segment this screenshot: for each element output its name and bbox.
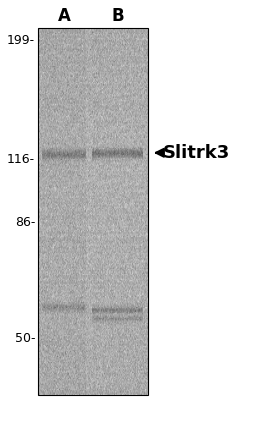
Text: Slitrk3: Slitrk3 <box>163 144 230 162</box>
Text: A: A <box>58 7 70 25</box>
Text: 116-: 116- <box>7 153 35 166</box>
Text: 199-: 199- <box>7 34 35 47</box>
Bar <box>38 28 148 395</box>
Text: 50-: 50- <box>15 332 35 344</box>
Text: B: B <box>111 7 124 25</box>
Text: 86-: 86- <box>15 216 35 229</box>
